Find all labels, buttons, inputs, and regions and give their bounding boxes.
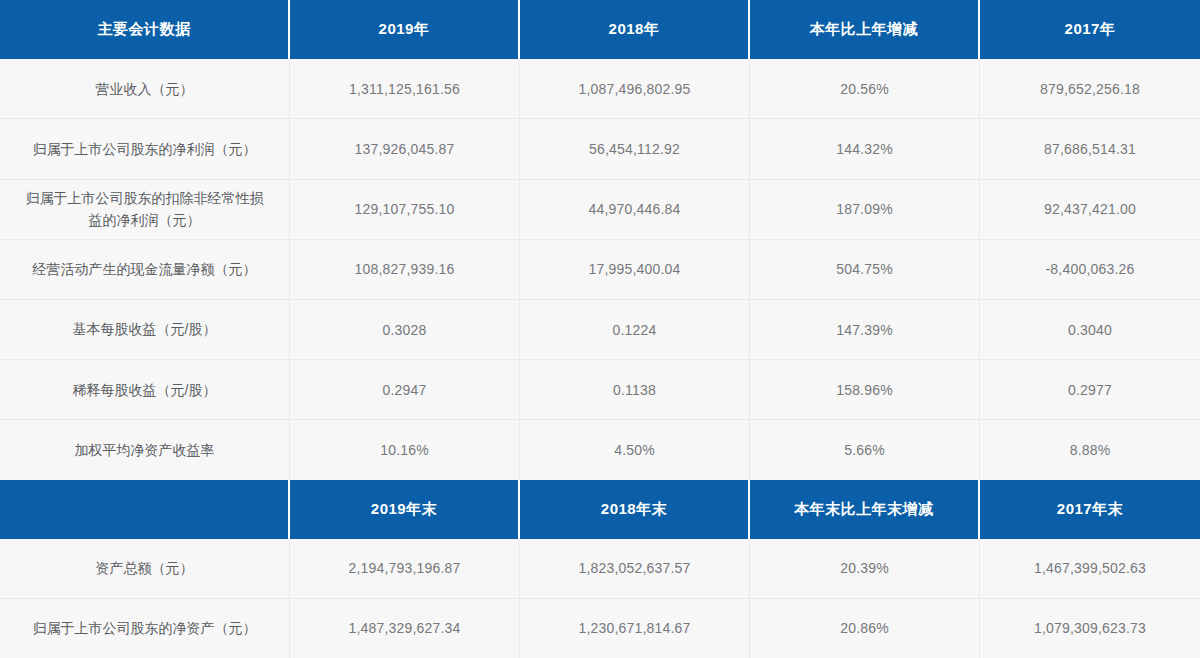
cell-value-change: 147.39%	[750, 300, 980, 359]
cell-value-2018: 4.50%	[520, 420, 750, 479]
cell-value-change: 20.39%	[750, 539, 980, 598]
row-label: 基本每股收益（元/股）	[0, 300, 290, 359]
header-cell-blank	[0, 480, 290, 539]
cell-value-2017: 8.88%	[980, 420, 1200, 479]
cell-value-2018: 44,970,446.84	[520, 180, 750, 239]
cell-value-2017: 87,686,514.31	[980, 119, 1200, 178]
row-label: 资产总额（元）	[0, 539, 290, 598]
year-end-header-row: 2019年末 2018年末 本年末比上年末增减 2017年末	[0, 480, 1200, 539]
cell-value-2017: 1,079,309,623.73	[980, 599, 1200, 658]
key-accounting-data-table: 主要会计数据 2019年 2018年 本年比上年增减 2017年 营业收入（元）…	[0, 0, 1200, 658]
row-label: 归属于上市公司股东的扣除非经常性损益的净利润（元）	[0, 180, 290, 239]
table-row-weighted-avg-roe: 加权平均净资产收益率 10.16% 4.50% 5.66% 8.88%	[0, 420, 1200, 479]
cell-value-2019: 2,194,793,196.87	[290, 539, 520, 598]
cell-value-2017: 92,437,421.00	[980, 180, 1200, 239]
cell-value-2018: 1,230,671,814.67	[520, 599, 750, 658]
header-cell-2017-end: 2017年末	[980, 480, 1200, 539]
table-row-net-assets: 归属于上市公司股东的净资产（元） 1,487,329,627.34 1,230,…	[0, 599, 1200, 658]
row-label: 归属于上市公司股东的净利润（元）	[0, 119, 290, 178]
cell-value-change: 20.86%	[750, 599, 980, 658]
cell-value-2018: 17,995,400.04	[520, 240, 750, 299]
header-cell-year-end-change: 本年末比上年末增减	[750, 480, 980, 539]
cell-value-2019: 0.2947	[290, 360, 520, 419]
cell-value-2017: -8,400,063.26	[980, 240, 1200, 299]
header-cell-2018-end: 2018年末	[520, 480, 750, 539]
cell-value-2017: 1,467,399,502.63	[980, 539, 1200, 598]
table-row-diluted-eps: 稀释每股收益（元/股） 0.2947 0.1138 158.96% 0.2977	[0, 360, 1200, 420]
row-label: 经营活动产生的现金流量净额（元）	[0, 240, 290, 299]
annual-header-row: 主要会计数据 2019年 2018年 本年比上年增减 2017年	[0, 0, 1200, 59]
row-label: 归属于上市公司股东的净资产（元）	[0, 599, 290, 658]
cell-value-change: 20.56%	[750, 59, 980, 118]
cell-value-2017: 879,652,256.18	[980, 59, 1200, 118]
cell-value-change: 158.96%	[750, 360, 980, 419]
cell-value-2018: 1,087,496,802.95	[520, 59, 750, 118]
header-cell-2019-end: 2019年末	[290, 480, 520, 539]
cell-value-2018: 0.1224	[520, 300, 750, 359]
table-row-total-assets: 资产总额（元） 2,194,793,196.87 1,823,052,637.5…	[0, 539, 1200, 599]
header-cell-metric: 主要会计数据	[0, 0, 290, 59]
cell-value-change: 504.75%	[750, 240, 980, 299]
cell-value-2019: 1,311,125,161.56	[290, 59, 520, 118]
cell-value-2019: 137,926,045.87	[290, 119, 520, 178]
cell-value-2019: 0.3028	[290, 300, 520, 359]
row-label: 营业收入（元）	[0, 59, 290, 118]
cell-value-change: 187.09%	[750, 180, 980, 239]
cell-value-2018: 56,454,112.92	[520, 119, 750, 178]
table-row-net-profit-excl-nonrecurring: 归属于上市公司股东的扣除非经常性损益的净利润（元） 129,107,755.10…	[0, 180, 1200, 240]
row-label: 稀释每股收益（元/股）	[0, 360, 290, 419]
table-row-revenue: 营业收入（元） 1,311,125,161.56 1,087,496,802.9…	[0, 59, 1200, 119]
cell-value-2019: 108,827,939.16	[290, 240, 520, 299]
header-cell-2019: 2019年	[290, 0, 520, 59]
table-row-operating-cash-flow: 经营活动产生的现金流量净额（元） 108,827,939.16 17,995,4…	[0, 240, 1200, 300]
cell-value-change: 144.32%	[750, 119, 980, 178]
cell-value-2017: 0.2977	[980, 360, 1200, 419]
header-cell-2018: 2018年	[520, 0, 750, 59]
cell-value-2018: 1,823,052,637.57	[520, 539, 750, 598]
table-row-net-profit: 归属于上市公司股东的净利润（元） 137,926,045.87 56,454,1…	[0, 119, 1200, 179]
cell-value-change: 5.66%	[750, 420, 980, 479]
header-cell-2017: 2017年	[980, 0, 1200, 59]
header-cell-yoy-change: 本年比上年增减	[750, 0, 980, 59]
cell-value-2019: 10.16%	[290, 420, 520, 479]
cell-value-2019: 129,107,755.10	[290, 180, 520, 239]
cell-value-2019: 1,487,329,627.34	[290, 599, 520, 658]
row-label: 加权平均净资产收益率	[0, 420, 290, 479]
cell-value-2018: 0.1138	[520, 360, 750, 419]
cell-value-2017: 0.3040	[980, 300, 1200, 359]
table-row-basic-eps: 基本每股收益（元/股） 0.3028 0.1224 147.39% 0.3040	[0, 300, 1200, 360]
